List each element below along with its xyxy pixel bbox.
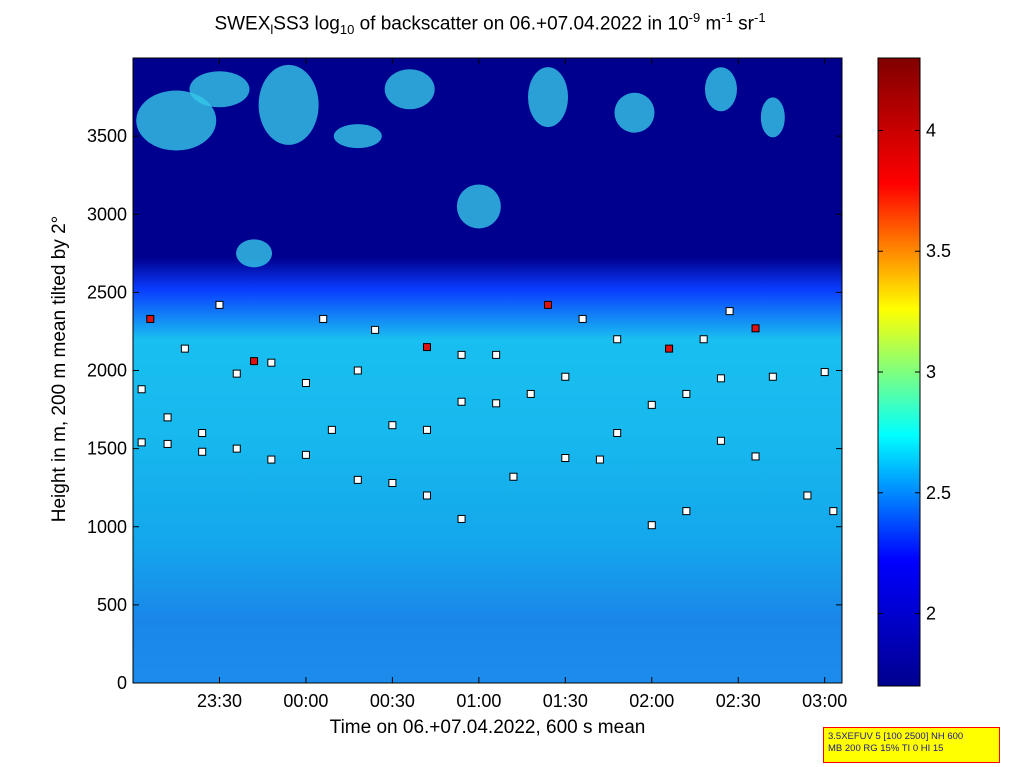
layer-marker-middle	[267, 358, 276, 367]
layer-marker-lowest	[716, 436, 725, 445]
layer-marker-upper	[146, 314, 155, 323]
x-tick-label: 02:30	[716, 691, 761, 711]
y-axis-label: Height in m, 200 m mean tilted by 2°	[49, 215, 70, 523]
x-axis-label: Time on 06.+07.04.2022, 600 s mean	[329, 717, 646, 738]
cloud-patch	[760, 97, 785, 138]
y-tick-label: 2000	[87, 361, 127, 381]
layer-marker-lowest	[647, 521, 656, 530]
x-tick-label: 02:00	[629, 691, 674, 711]
layer-marker-lowest	[422, 491, 431, 500]
layer-marker-middle	[232, 369, 241, 378]
settings-line-2: MB 200 RG 15% TI 0 HI 15	[828, 743, 944, 754]
cloud-patch	[384, 69, 435, 110]
layer-marker-upper	[180, 344, 189, 353]
layer-marker-middle	[353, 366, 362, 375]
cloud-patch	[189, 71, 250, 108]
settings-info-box: 3.5XEFUV 5 [100 2500] NH 600 MB 200 RG 1…	[823, 727, 1000, 763]
layer-marker-lowest	[137, 438, 146, 447]
layer-marker-upper	[725, 307, 734, 316]
layer-marker-middle	[526, 389, 535, 398]
layer-marker-middle	[457, 397, 466, 406]
settings-line-1: 3.5XEFUV 5 [100 2500] NH 600	[828, 731, 964, 742]
layer-marker-middle	[768, 372, 777, 381]
layer-marker-lowest	[829, 507, 838, 516]
layer-marker-upper	[751, 324, 760, 333]
layer-marker-lowest	[682, 507, 691, 516]
layer-marker-middle	[422, 425, 431, 434]
cloud-patch	[258, 64, 319, 145]
colorbar-tick-label: 4	[926, 120, 936, 140]
cloud-patch	[136, 90, 217, 151]
layer-marker-middle	[301, 379, 310, 387]
layer-marker-upper	[699, 335, 708, 344]
heatmap-field	[133, 58, 842, 683]
layer-marker-middle	[388, 421, 397, 430]
layer-marker-upper	[665, 344, 674, 353]
layer-marker-middle	[682, 389, 691, 398]
colorbar	[877, 57, 921, 687]
layer-marker-lowest	[327, 425, 336, 434]
layer-marker-upper	[457, 350, 466, 359]
x-tick-label: 23:30	[197, 691, 242, 711]
y-tick-label: 2500	[87, 282, 127, 302]
layer-marker-middle	[613, 429, 622, 437]
layer-marker-upper	[613, 335, 622, 344]
cloud-patch	[236, 239, 273, 268]
colorbar-tick-label: 3	[926, 362, 936, 382]
layer-marker-lowest	[457, 514, 466, 523]
colorbar-tick-label: 3.5	[926, 241, 951, 261]
cloud-patch	[614, 92, 655, 133]
layer-marker-upper	[319, 314, 328, 323]
y-tick-label: 1000	[87, 517, 127, 537]
x-tick-label: 03:00	[802, 691, 847, 711]
layer-marker-middle	[820, 368, 829, 377]
layer-marker-lowest	[561, 454, 570, 462]
layer-marker-lowest	[388, 479, 397, 487]
x-tick-label: 00:00	[283, 691, 328, 711]
layer-marker-upper	[215, 300, 224, 309]
layer-marker-upper	[492, 350, 501, 359]
cloud-patch	[456, 184, 501, 229]
cloud-patch	[528, 67, 569, 128]
layer-marker-upper	[544, 300, 553, 309]
y-tick-label: 500	[97, 595, 127, 615]
layer-marker-upper	[371, 325, 380, 334]
layer-marker-middle	[492, 399, 501, 408]
y-tick-label: 3000	[87, 204, 127, 224]
layer-marker-middle	[716, 374, 725, 383]
layer-marker-lowest	[803, 491, 812, 500]
x-tick-label: 01:00	[456, 691, 501, 711]
colorbar-tick-label: 2	[926, 604, 936, 624]
layer-marker-lowest	[353, 475, 362, 484]
x-tick-label: 00:30	[370, 691, 415, 711]
colorbar-tick-label: 2.5	[926, 483, 951, 503]
layer-marker-upper	[250, 357, 259, 366]
layer-marker-upper	[422, 343, 431, 352]
layer-marker-lowest	[509, 472, 518, 481]
layer-marker-middle	[198, 429, 207, 437]
layer-marker-middle	[137, 385, 146, 394]
layer-marker-upper	[578, 314, 587, 323]
cloud-patch	[704, 67, 737, 112]
y-tick-label: 0	[117, 673, 127, 693]
layer-marker-lowest	[163, 439, 172, 448]
y-tick-label: 3500	[87, 126, 127, 146]
layer-marker-lowest	[232, 444, 241, 453]
x-tick-label: 01:30	[543, 691, 588, 711]
layer-marker-middle	[561, 372, 570, 381]
y-tick-label: 1500	[87, 439, 127, 459]
layer-marker-lowest	[198, 447, 207, 456]
layer-marker-lowest	[267, 455, 276, 464]
cloud-patch	[333, 124, 382, 149]
chart-title: SWEXlSS3 log10 of backscatter on 06.+07.…	[214, 10, 766, 38]
layer-marker-middle	[163, 413, 172, 422]
layer-marker-lowest	[751, 452, 760, 461]
layer-marker-lowest	[301, 450, 310, 459]
layer-marker-lowest	[595, 455, 604, 464]
layer-marker-middle	[647, 400, 656, 409]
